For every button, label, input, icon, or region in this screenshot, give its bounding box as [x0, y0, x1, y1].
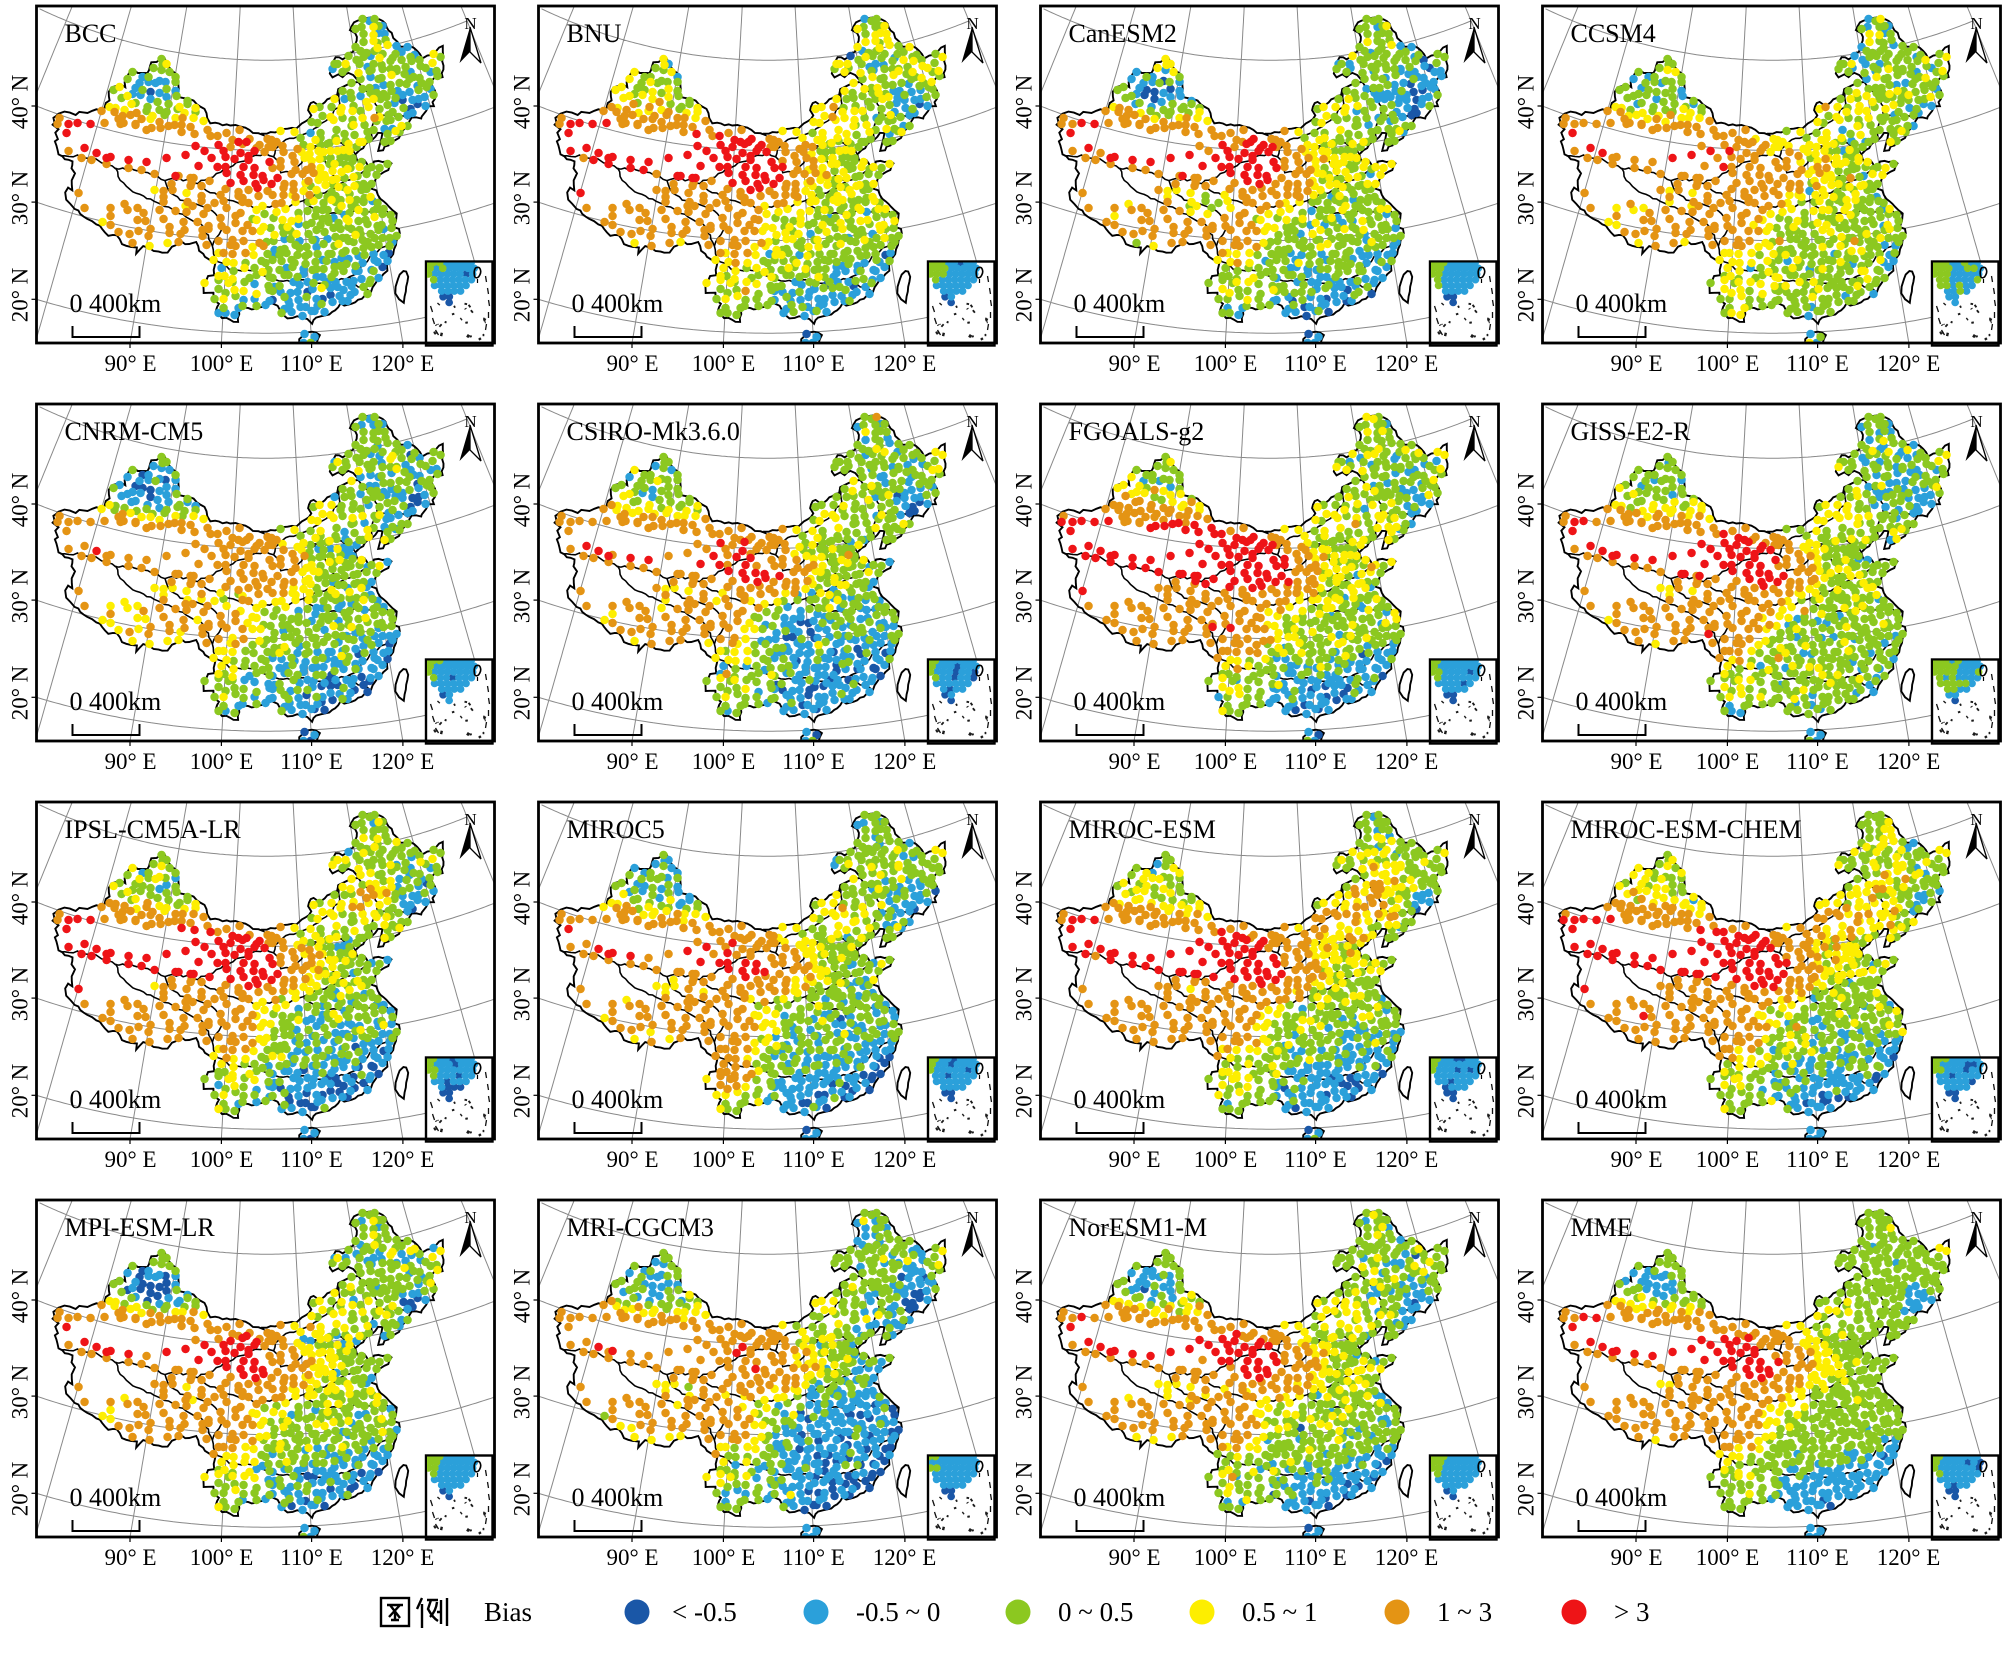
svg-text:< -0.5: < -0.5: [672, 1597, 737, 1627]
svg-text:MIROC-ESM: MIROC-ESM: [1069, 815, 1216, 844]
svg-text:GISS-E2-R: GISS-E2-R: [1571, 417, 1692, 446]
svg-text:0.5 ~ 1: 0.5 ~ 1: [1242, 1597, 1317, 1627]
svg-text:CCSM4: CCSM4: [1571, 19, 1656, 48]
svg-text:MRI-CGCM3: MRI-CGCM3: [567, 1213, 714, 1242]
svg-text:BCC: BCC: [65, 19, 117, 48]
svg-text:IPSL-CM5A-LR: IPSL-CM5A-LR: [65, 815, 242, 844]
svg-text:MIROC5: MIROC5: [567, 815, 665, 844]
svg-text:CanESM2: CanESM2: [1069, 19, 1177, 48]
svg-text:MME: MME: [1571, 1213, 1633, 1242]
svg-text:BNU: BNU: [567, 19, 622, 48]
svg-text:0 ~ 0.5: 0 ~ 0.5: [1058, 1597, 1133, 1627]
svg-text:-0.5 ~ 0: -0.5 ~ 0: [856, 1597, 940, 1627]
svg-text:MIROC-ESM-CHEM: MIROC-ESM-CHEM: [1571, 815, 1802, 844]
svg-text:> 3: > 3: [1614, 1597, 1649, 1627]
svg-text:Bias: Bias: [484, 1597, 532, 1627]
svg-text:1 ~ 3: 1 ~ 3: [1437, 1597, 1492, 1627]
svg-text:FGOALS-g2: FGOALS-g2: [1069, 417, 1205, 446]
svg-text:NorESM1-M: NorESM1-M: [1069, 1213, 1208, 1242]
svg-text:CSIRO-Mk3.6.0: CSIRO-Mk3.6.0: [567, 417, 740, 446]
svg-text:CNRM-CM5: CNRM-CM5: [65, 417, 204, 446]
svg-text:MPI-ESM-LR: MPI-ESM-LR: [65, 1213, 216, 1242]
